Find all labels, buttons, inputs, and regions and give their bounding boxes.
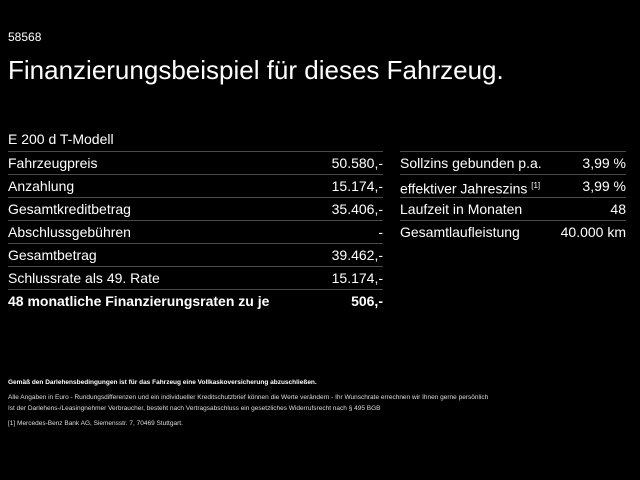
row-value: 3,99 % [582,155,626,171]
row-value: - [378,224,383,240]
row-label: Gesamtkreditbetrag [8,201,131,217]
table-row: Anzahlung 15.174,- [8,174,383,197]
table-row: Schlussrate als 49. Rate 15.174,- [8,266,383,289]
row-value: 35.406,- [331,201,383,217]
row-value: 3,99 % [582,178,626,194]
footnote-reference: [1] Mercedes-Benz Bank AG, Siemensstr. 7… [8,420,183,427]
page-title: Finanzierungsbeispiel für dieses Fahrzeu… [8,55,504,85]
table-row: Sollzins gebunden p.a. 3,99 % [400,151,626,174]
row-label: effektiver Jahreszins [1] [400,180,541,197]
row-value: 39.462,- [331,247,383,263]
table-row: Fahrzeugpreis 50.580,- [8,151,383,174]
monthly-rate-row: 48 monatliche Finanzierungsraten zu je 50… [8,289,383,312]
row-label: 48 monatliche Finanzierungsraten zu je [8,293,270,309]
row-value: 15.174,- [331,270,383,286]
row-value: 506,- [351,293,383,309]
row-label: Gesamtbetrag [8,247,97,263]
row-label: Gesamtlaufleistung [400,224,520,240]
table-row: Gesamtlaufleistung 40.000 km [400,220,626,243]
row-value: 15.174,- [331,178,383,194]
row-label: Anzahlung [8,178,75,194]
offer-number: 58568 [8,30,42,44]
row-label: Schlussrate als 49. Rate [8,270,160,286]
financing-table: Fahrzeugpreis 50.580,- Anzahlung 15.174,- … [8,151,383,312]
row-value: 48 [610,201,626,217]
disclaimer-line: Alle Angaben in Euro - Rundungsdifferenz… [8,394,489,401]
row-label: Laufzeit in Monaten [400,201,523,217]
table-row: Gesamtkreditbetrag 35.406,- [8,197,383,220]
row-value: 50.580,- [331,155,383,171]
model-name: E 200 d T-Modell [8,131,114,147]
row-label: Fahrzeugpreis [8,155,98,171]
table-row: Abschlussgebühren - [8,220,383,243]
table-row: effektiver Jahreszins [1] 3,99 % [400,174,626,197]
row-value: 40.000 km [560,224,626,240]
table-row: Gesamtbetrag 39.462,- [8,243,383,266]
row-label: Abschlussgebühren [8,224,131,240]
footnote-ref: [1] [531,181,541,190]
row-label: Sollzins gebunden p.a. [400,155,542,171]
table-row: Laufzeit in Monaten 48 [400,197,626,220]
disclaimer-line: Ist der Darlehens-/Leasingnehmer Verbrau… [8,405,381,412]
insurance-note: Gemäß den Darlehensbedingungen ist für d… [8,379,317,386]
terms-table: Sollzins gebunden p.a. 3,99 % effektiver … [400,151,626,243]
